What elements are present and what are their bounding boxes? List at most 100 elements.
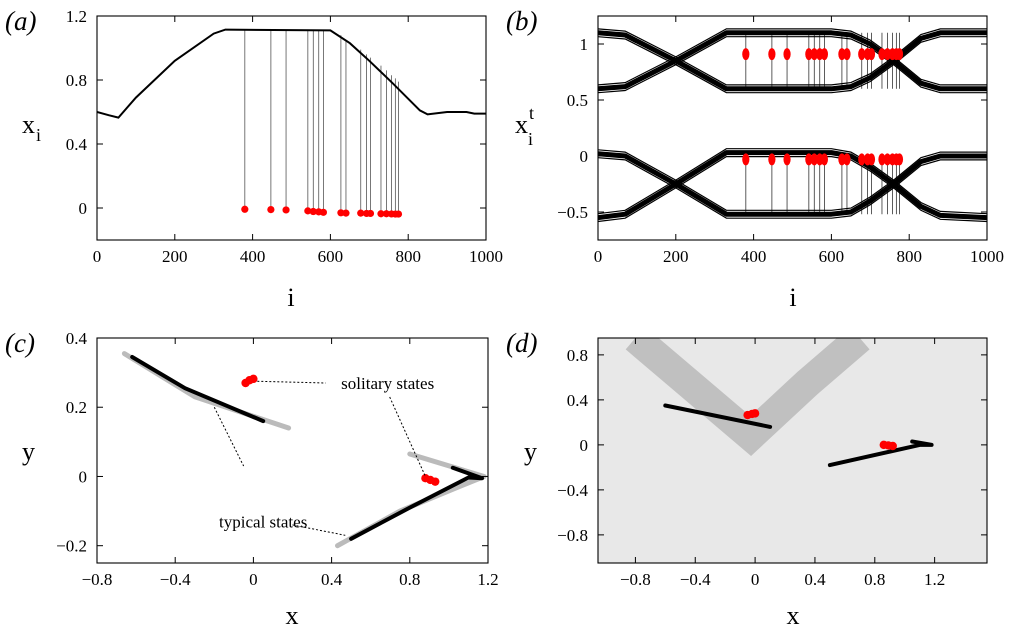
solitary-state-point bbox=[249, 374, 258, 384]
x-tick-label: 0 bbox=[594, 247, 603, 266]
solitary-node-lower bbox=[810, 153, 818, 166]
solitary-node-upper bbox=[858, 48, 866, 61]
annotation-leader-line bbox=[292, 524, 346, 536]
y-axis-label: xi bbox=[22, 110, 41, 145]
plot-frame bbox=[96, 337, 489, 564]
x-axis-label: i bbox=[789, 283, 796, 312]
typical-attractor-segment bbox=[663, 403, 773, 429]
x-tick-label: 1.2 bbox=[924, 570, 945, 589]
panel-a bbox=[96, 15, 487, 241]
solitary-node-lower bbox=[878, 153, 886, 166]
y-tick-label: 0 bbox=[580, 436, 589, 455]
plot-frame bbox=[597, 337, 988, 564]
plot-area bbox=[598, 338, 987, 563]
typical-branch-spread bbox=[598, 36, 987, 94]
typical-branch-line bbox=[598, 151, 987, 217]
annotation-leader-line bbox=[257, 380, 326, 384]
solitary-node-point bbox=[319, 208, 327, 216]
typical-branch-line bbox=[598, 30, 987, 92]
typical-branch-spread bbox=[598, 28, 987, 86]
x-tick-label: −0.4 bbox=[160, 570, 191, 589]
solitary-node-upper bbox=[742, 48, 750, 61]
typical-attractor-segment bbox=[130, 355, 266, 424]
x-tick-label: 0.4 bbox=[804, 570, 826, 589]
y-axis-label: y bbox=[524, 437, 537, 466]
panel-b bbox=[597, 15, 988, 241]
y-tick-label: 0.8 bbox=[567, 346, 588, 365]
panel-c bbox=[96, 337, 489, 564]
y-tick-label: −0.8 bbox=[557, 526, 588, 545]
solitary-node-lower bbox=[883, 153, 892, 166]
solitary-node-point bbox=[382, 210, 391, 218]
plot-area bbox=[598, 28, 987, 223]
y-tick-label: −0.5 bbox=[557, 203, 588, 222]
solitary-node-upper bbox=[843, 48, 851, 61]
x-tick-label: −0.4 bbox=[680, 570, 711, 589]
y-tick-label: 0.2 bbox=[66, 398, 87, 417]
solitary-node-upper bbox=[895, 48, 904, 61]
y-tick-label: 0 bbox=[580, 147, 589, 166]
plot-frame bbox=[96, 15, 487, 241]
x-tick-label: 600 bbox=[318, 247, 344, 266]
x-tick-label: 800 bbox=[896, 247, 922, 266]
x-tick-label: 0.4 bbox=[321, 570, 343, 589]
y-axis-label-main: y bbox=[524, 437, 537, 466]
typical-basin-edge bbox=[335, 451, 487, 549]
solitary-node-upper bbox=[838, 48, 846, 61]
solitary-node-point bbox=[394, 210, 403, 218]
basin-band bbox=[625, 338, 870, 456]
solitary-node-lower bbox=[858, 153, 866, 166]
y-axis-label: y bbox=[22, 437, 35, 466]
typical-branch-spread bbox=[598, 28, 987, 86]
solitary-node-lower bbox=[838, 153, 846, 166]
y-axis-label-sup: t bbox=[529, 103, 534, 123]
y-tick-label: 0.4 bbox=[567, 391, 589, 410]
solitary-node-point bbox=[377, 210, 385, 218]
x-tick-label: −0.8 bbox=[82, 570, 113, 589]
solitary-node-lower bbox=[867, 153, 876, 166]
x-tick-label: 600 bbox=[819, 247, 845, 266]
x-axis-label: x bbox=[286, 601, 299, 630]
x-tick-label: 0 bbox=[751, 570, 760, 589]
panel-label: (c) bbox=[5, 328, 35, 358]
y-tick-label: 0 bbox=[79, 467, 88, 486]
x-tick-label: 0.8 bbox=[864, 570, 885, 589]
typical-branch-line bbox=[598, 30, 987, 92]
solitary-node-lower bbox=[820, 153, 828, 166]
y-tick-label: 1 bbox=[580, 35, 589, 54]
solitary-node-upper bbox=[878, 48, 886, 61]
y-tick-label: 0.4 bbox=[66, 329, 88, 348]
typical-branch-spread bbox=[598, 157, 987, 219]
annotation-typical-states: typical states bbox=[219, 512, 307, 531]
plot-area bbox=[121, 351, 487, 549]
typical-branch-spread bbox=[598, 149, 987, 211]
solitary-node-upper bbox=[883, 48, 892, 61]
y-axis-label-sub: i bbox=[36, 125, 41, 145]
y-tick-label: 0.4 bbox=[66, 135, 88, 154]
x-tick-label: −0.8 bbox=[620, 570, 651, 589]
solitary-node-lower bbox=[895, 153, 904, 166]
solitary-node-upper bbox=[810, 48, 818, 61]
solitary-node-point bbox=[241, 205, 249, 213]
y-axis-label-main: y bbox=[22, 437, 35, 466]
annotation-solitary-states: solitary states bbox=[341, 374, 434, 393]
x-tick-label: 1000 bbox=[469, 247, 503, 266]
solitary-node-upper bbox=[783, 48, 791, 61]
solitary-node-point bbox=[342, 209, 350, 217]
solitary-node-upper bbox=[805, 48, 813, 61]
y-tick-label: 0 bbox=[79, 199, 88, 218]
solitary-node-point bbox=[357, 209, 365, 217]
y-tick-label: −0.4 bbox=[557, 481, 588, 500]
solitary-node-lower bbox=[843, 153, 851, 166]
x-tick-label: 1.2 bbox=[477, 570, 498, 589]
solitary-state-point bbox=[888, 441, 897, 451]
panel-label: (a) bbox=[5, 6, 36, 36]
solitary-node-lower bbox=[783, 153, 791, 166]
x-tick-label: 0.8 bbox=[399, 570, 420, 589]
x-axis-label: i bbox=[287, 283, 294, 312]
solitary-node-point bbox=[309, 207, 317, 216]
x-tick-label: 400 bbox=[741, 247, 767, 266]
typical-branch-spread bbox=[598, 148, 987, 215]
typical-attractor-segment bbox=[349, 465, 485, 541]
x-tick-label: 1000 bbox=[970, 247, 1004, 266]
